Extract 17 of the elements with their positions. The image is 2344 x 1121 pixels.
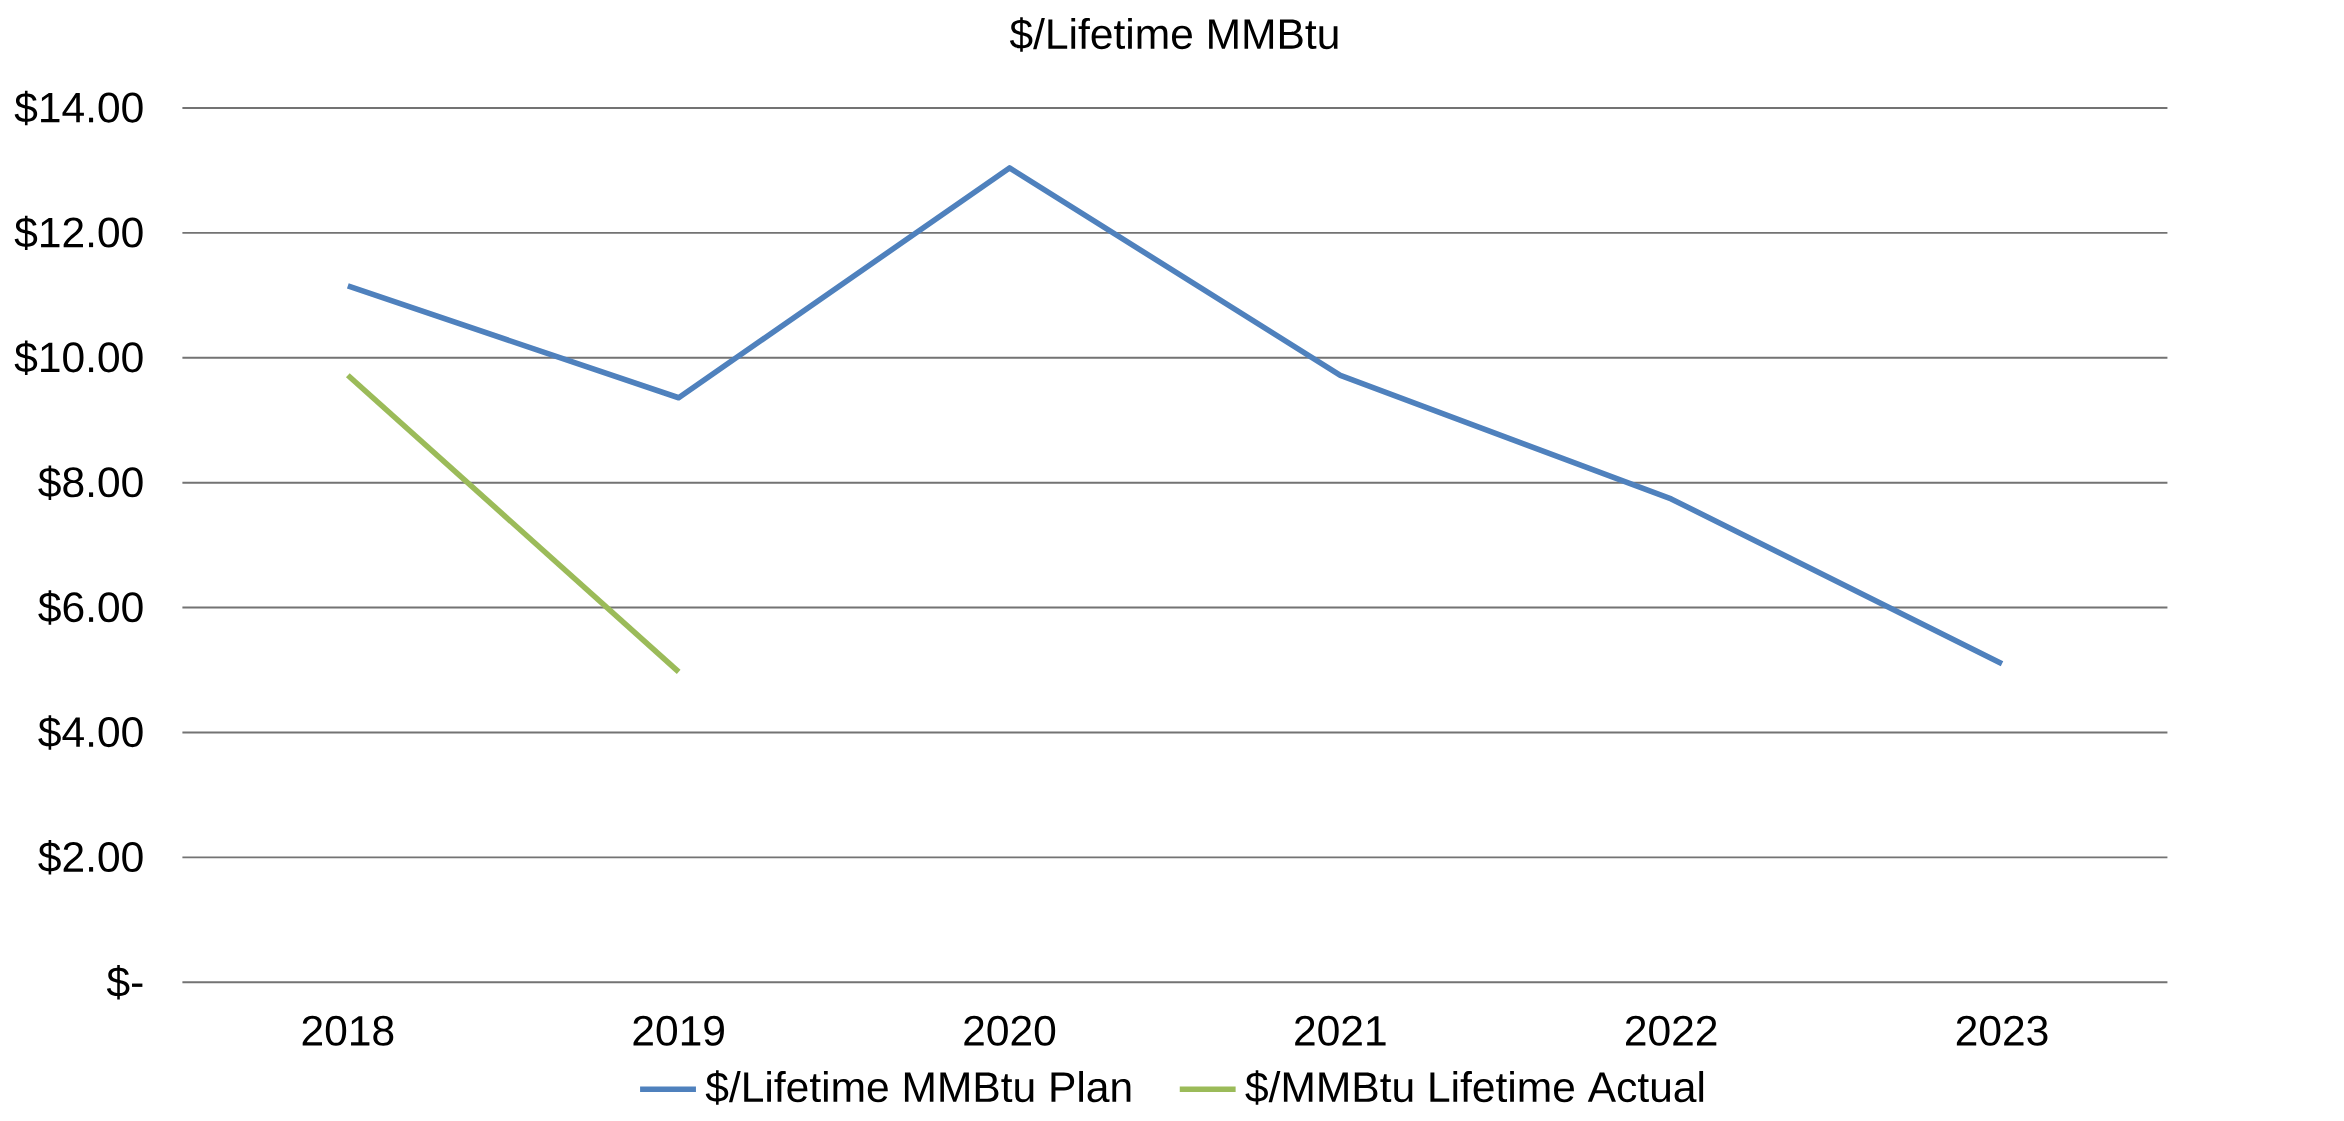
x-tick-label: 2022 bbox=[1626, 1015, 1717, 1046]
y-tick-label: $4.00 bbox=[38, 715, 143, 750]
y-tick-label: $- bbox=[106, 964, 143, 1000]
y-tick-label: $12.00 bbox=[14, 215, 143, 250]
x-tick-label: 2019 bbox=[633, 1015, 724, 1046]
x-tick-label: 2020 bbox=[964, 1015, 1056, 1046]
x-tick-label: 2023 bbox=[1956, 1015, 2048, 1046]
legend-label: $/MMBtu Lifetime Actual bbox=[1245, 1070, 1704, 1105]
y-tick-label: $8.00 bbox=[38, 465, 143, 500]
y-tick-label: $6.00 bbox=[38, 590, 143, 625]
y-tick-label: $2.00 bbox=[38, 839, 143, 875]
x-tick-label: 2021 bbox=[1295, 1015, 1386, 1046]
y-tick-label: $14.00 bbox=[14, 90, 143, 126]
legend-label: $/Lifetime MMBtu Plan bbox=[705, 1070, 1131, 1105]
x-tick-label: 2018 bbox=[302, 1015, 394, 1046]
chart-title: $/Lifetime MMBtu bbox=[1009, 17, 1338, 52]
y-tick-label: $10.00 bbox=[14, 340, 143, 375]
